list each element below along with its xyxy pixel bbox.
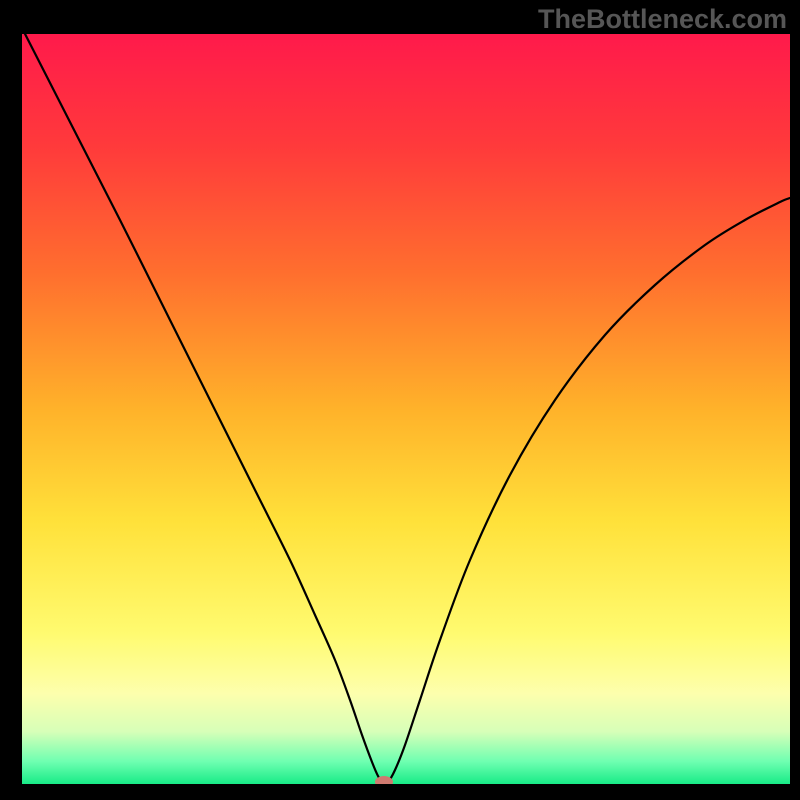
bottleneck-chart (0, 0, 800, 800)
watermark-text: TheBottleneck.com (538, 4, 787, 35)
gradient-background (22, 34, 790, 784)
